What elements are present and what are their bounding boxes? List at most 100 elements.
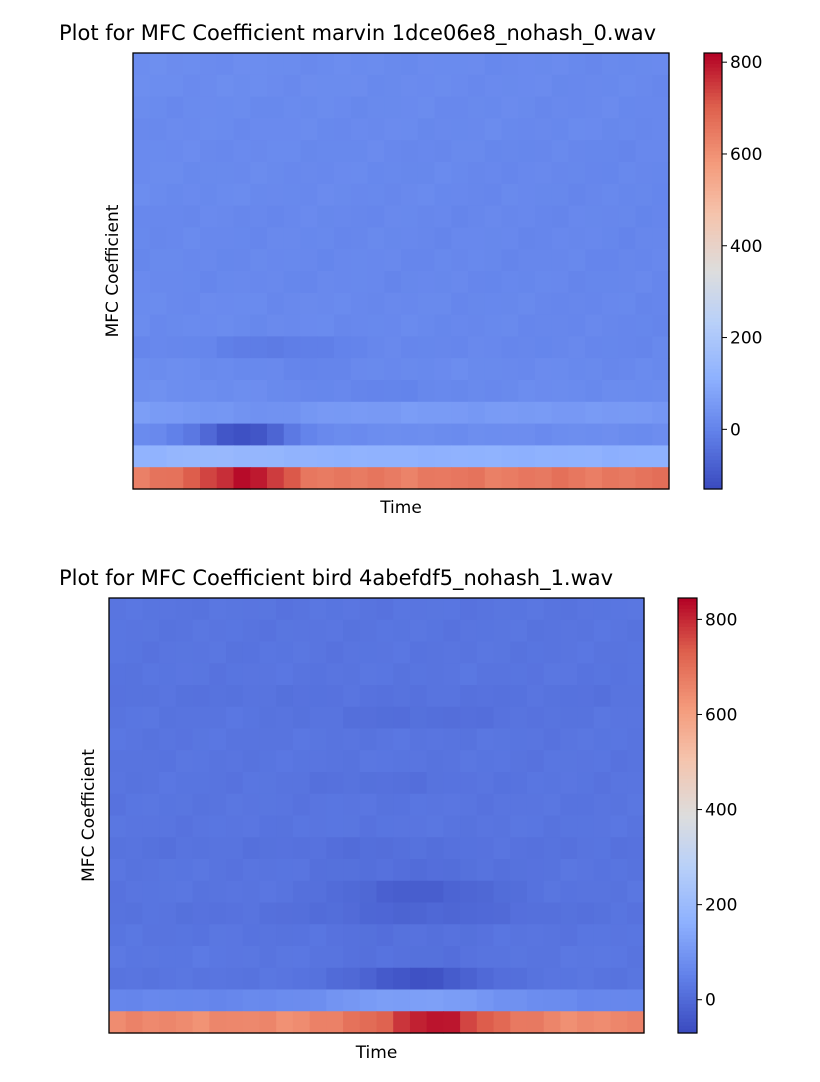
heatmap-cell	[166, 183, 184, 207]
heatmap-cell	[426, 641, 444, 664]
heatmap-cell	[484, 271, 503, 294]
heatmap-cell	[250, 118, 268, 141]
heatmap-cell	[409, 967, 428, 991]
heatmap-cell	[175, 859, 194, 882]
heatmap-cell	[618, 183, 637, 207]
heatmap-cell	[535, 271, 553, 294]
heatmap-cell	[460, 815, 478, 838]
heatmap-cell	[359, 924, 378, 947]
heatmap-cell	[209, 837, 227, 860]
heatmap-cell	[417, 445, 436, 468]
heatmap-cell	[250, 140, 268, 163]
heatmap-cell	[200, 336, 218, 359]
heatmap-cell	[476, 641, 495, 664]
heatmap-cell	[359, 880, 378, 904]
heatmap-cell	[518, 74, 536, 98]
heatmap-cell	[109, 1011, 127, 1034]
heatmap-cell	[577, 663, 595, 686]
heatmap-cell	[652, 423, 670, 446]
heatmap-cell	[510, 859, 528, 882]
heatmap-cell	[568, 271, 586, 294]
heatmap-cell	[460, 989, 478, 1012]
colorbar-segment	[678, 1007, 697, 1012]
heatmap-cell	[526, 989, 545, 1012]
heatmap-cell	[259, 946, 277, 969]
heatmap-cell	[142, 598, 160, 621]
heatmap-cell	[309, 663, 327, 686]
heatmap-cell	[309, 598, 327, 621]
colorbar-segment	[704, 449, 722, 454]
heatmap-cell	[292, 663, 311, 686]
colorbar-segment	[704, 314, 722, 319]
heatmap-cell	[334, 467, 352, 490]
heatmap-cell	[393, 663, 411, 686]
heatmap-cell	[267, 205, 285, 228]
colorbar-segment	[678, 743, 697, 748]
colorbar-segment	[678, 909, 697, 914]
colorbar-segment	[704, 267, 722, 272]
heatmap-cell	[510, 924, 528, 947]
heatmap-cell	[560, 663, 578, 686]
heatmap-cell	[226, 598, 244, 621]
heatmap-cell	[350, 336, 369, 359]
heatmap-cell	[451, 314, 469, 337]
heatmap-cell	[417, 162, 436, 185]
colorbar-segment	[678, 946, 697, 951]
heatmap-cell	[192, 880, 210, 904]
heatmap-cell	[166, 380, 184, 403]
heatmap-cell	[309, 989, 327, 1012]
heatmap-cell	[551, 467, 570, 490]
heatmap-cell	[384, 162, 402, 185]
colorbar-segment	[678, 656, 697, 661]
heatmap-cell	[468, 314, 486, 337]
heatmap-cell	[627, 924, 645, 947]
colorbar-segment	[704, 423, 722, 428]
heatmap-cell	[460, 902, 478, 925]
heatmap-cell	[501, 53, 519, 76]
heatmap-cell	[627, 1011, 645, 1034]
heatmap-cell	[627, 772, 645, 795]
heatmap-cell	[543, 641, 562, 664]
heatmap-cell	[510, 728, 528, 751]
heatmap-cell	[560, 641, 578, 664]
heatmap-cell	[166, 74, 184, 98]
heatmap-cell	[209, 728, 227, 751]
heatmap-cell	[350, 271, 369, 294]
heatmap-cell	[610, 837, 628, 860]
colorbar-segment	[704, 74, 722, 80]
heatmap-cell	[334, 336, 352, 359]
heatmap-cell	[159, 750, 177, 773]
heatmap-cell	[259, 924, 277, 947]
heatmap-cell	[267, 271, 285, 294]
colorbar-segment	[704, 205, 722, 210]
heatmap-cell	[635, 358, 653, 381]
heatmap-cell	[451, 140, 469, 163]
heatmap-cell	[376, 859, 394, 882]
heatmap-cell	[443, 619, 461, 643]
heatmap-cell	[476, 772, 495, 795]
heatmap-cell	[359, 902, 378, 925]
heatmap-cell	[510, 598, 528, 621]
heatmap-cell	[635, 162, 653, 185]
heatmap-cell	[443, 924, 461, 947]
colorbar-segment	[704, 441, 722, 446]
heatmap-cell	[326, 902, 344, 925]
heatmap-cell	[343, 750, 361, 773]
heatmap-cell	[175, 685, 194, 708]
heatmap-cell	[334, 118, 352, 141]
heatmap-cell	[359, 815, 378, 838]
heatmap-cell	[585, 205, 603, 228]
heatmap-cell	[200, 162, 218, 185]
heatmap-cell	[133, 227, 151, 250]
heatmap-cell	[476, 859, 495, 882]
heatmap-cell	[585, 140, 603, 163]
heatmap-cell	[568, 358, 586, 381]
heatmap-cell	[627, 685, 645, 708]
heatmap-cell	[417, 96, 436, 119]
colorbar-segment	[704, 136, 722, 141]
heatmap-cell	[434, 183, 452, 207]
heatmap-cell	[535, 96, 553, 119]
heatmap-cell	[577, 815, 595, 838]
heatmap-cell	[334, 96, 352, 119]
heatmap-cell	[133, 53, 151, 76]
